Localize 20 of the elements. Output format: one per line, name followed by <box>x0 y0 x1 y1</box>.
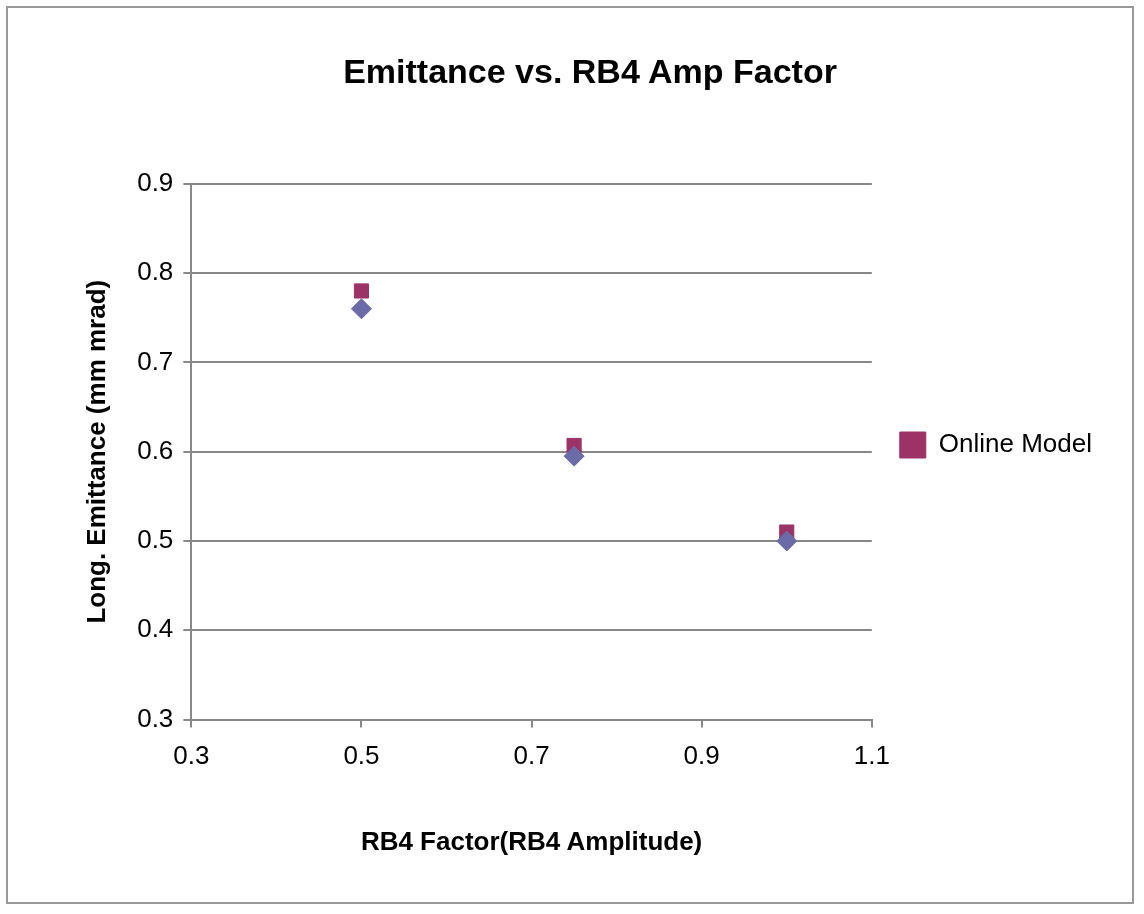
x-tick-label: 0.3 <box>173 740 210 771</box>
y-tick-label: 0.9 <box>137 166 174 197</box>
legend-label: Online Model <box>938 428 1093 459</box>
point <box>563 445 585 467</box>
x-tick-label: 0.5 <box>343 740 380 771</box>
y-tick-label: 0.5 <box>137 524 174 555</box>
y-tick-label: 0.6 <box>137 434 174 465</box>
point <box>353 283 370 299</box>
chart-title: Emittance vs. RB4 Amp Factor <box>343 51 837 90</box>
point <box>776 530 798 552</box>
y-tick-label: 0.8 <box>137 256 174 287</box>
x-tick-label: 0.9 <box>683 740 720 771</box>
x-tick-label: 1.1 <box>853 740 890 771</box>
y-tick-label: 0.7 <box>137 345 174 376</box>
point <box>350 298 372 320</box>
x-tick-label: 0.7 <box>513 740 550 771</box>
y-axis-title: Long. Emittance (mm mrad) <box>80 279 111 624</box>
x-axis-title: RB4 Factor(RB4 Amplitude) <box>360 825 703 856</box>
y-tick-label: 0.3 <box>137 702 174 733</box>
y-tick-label: 0.4 <box>137 613 174 644</box>
